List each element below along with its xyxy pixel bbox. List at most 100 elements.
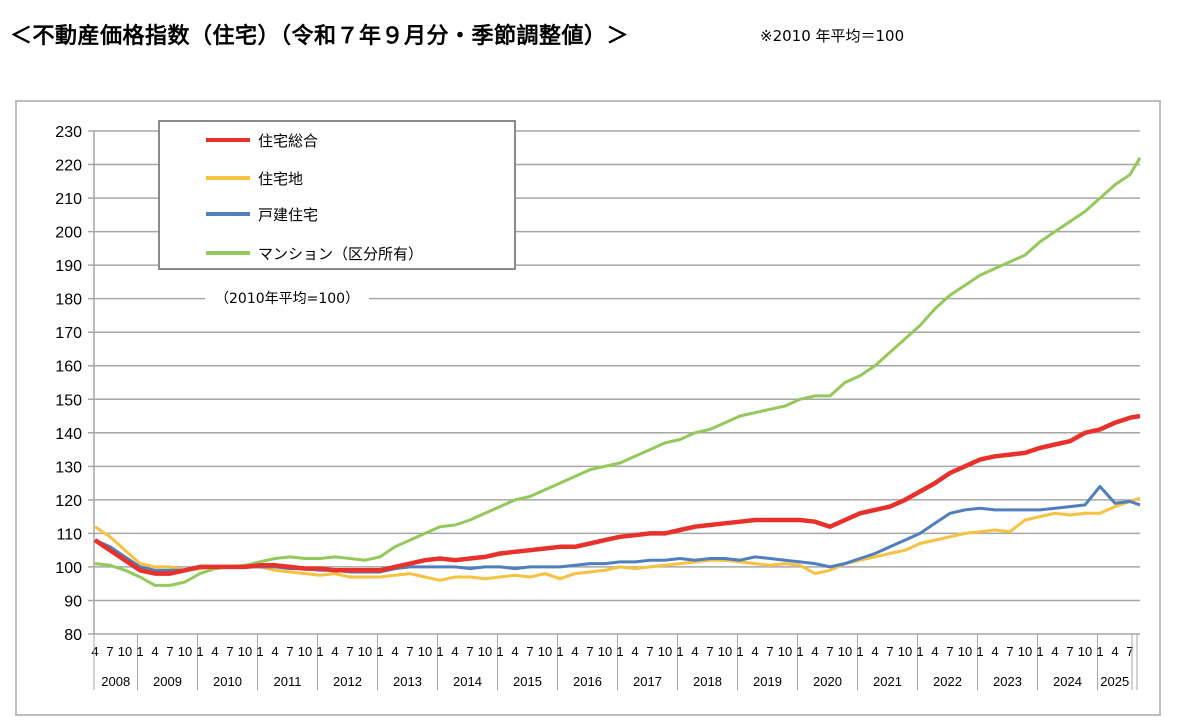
x-month-label: 1 (616, 644, 623, 659)
x-month-label: 7 (1006, 644, 1013, 659)
x-month-label: 1 (376, 644, 383, 659)
x-month-label: 4 (271, 644, 278, 659)
x-month-label: 4 (511, 644, 518, 659)
x-month-label: 10 (1078, 644, 1092, 659)
x-month-label: 1 (736, 644, 743, 659)
x-month-label: 7 (226, 644, 233, 659)
y-tick-label: 230 (55, 124, 82, 141)
x-month-label: 7 (346, 644, 353, 659)
x-month-label: 4 (871, 644, 878, 659)
chart-frame (15, 100, 1161, 716)
x-month-label: 10 (838, 644, 852, 659)
x-month-label: 7 (766, 644, 773, 659)
y-tick-label: 100 (55, 560, 82, 577)
x-month-label: 1 (916, 644, 923, 659)
x-year-label: 2018 (693, 674, 722, 689)
x-month-label: 10 (658, 644, 672, 659)
y-tick-label: 220 (55, 158, 82, 175)
x-month-label: 1 (556, 644, 563, 659)
legend-swatch-house (206, 212, 250, 216)
legend: 住宅総合 住宅地 戸建住宅 マンション（区分所有） (158, 120, 516, 270)
x-month-label: 4 (991, 644, 998, 659)
x-month-label: 1 (676, 644, 683, 659)
x-year-label: 2025 (1100, 674, 1129, 689)
legend-item-total: 住宅総合 (206, 130, 318, 150)
x-month-label: 4 (451, 644, 458, 659)
x-month-label: 1 (976, 644, 983, 659)
x-month-label: 7 (826, 644, 833, 659)
x-year-label: 2011 (274, 674, 302, 689)
x-month-label: 10 (718, 644, 732, 659)
chart-annotation: （2010年平均=100） (205, 288, 370, 308)
x-month-label: 4 (691, 644, 698, 659)
x-month-label: 1 (136, 644, 143, 659)
y-tick-label: 120 (55, 493, 82, 510)
x-month-label: 7 (1066, 644, 1073, 659)
x-month-label: 1 (316, 644, 323, 659)
x-month-label: 10 (178, 644, 192, 659)
x-year-label: 2020 (813, 674, 842, 689)
x-month-label: 4 (631, 644, 638, 659)
x-month-label: 10 (298, 644, 312, 659)
y-tick-label: 140 (55, 426, 82, 443)
x-month-label: 4 (571, 644, 578, 659)
x-month-label: 7 (946, 644, 953, 659)
x-month-label: 7 (646, 644, 653, 659)
y-tick-label: 130 (55, 459, 82, 476)
y-tick-label: 90 (64, 593, 82, 610)
y-tick-label: 150 (55, 392, 82, 409)
x-month-label: 1 (796, 644, 803, 659)
legend-item-house: 戸建住宅 (206, 204, 318, 224)
x-year-label: 2010 (213, 674, 242, 689)
legend-item-condo: マンション（区分所有） (206, 243, 423, 263)
x-month-label: 7 (166, 644, 173, 659)
x-month-label: 1 (436, 644, 443, 659)
y-tick-label: 210 (55, 191, 82, 208)
x-month-label: 10 (538, 644, 552, 659)
x-month-label: 7 (586, 644, 593, 659)
x-month-label: 7 (406, 644, 413, 659)
legend-label-land: 住宅地 (258, 169, 304, 188)
legend-swatch-total (206, 138, 250, 142)
x-year-label: 2012 (333, 674, 362, 689)
x-month-label: 10 (598, 644, 612, 659)
x-month-label: 4 (1051, 644, 1058, 659)
x-year-label: 2009 (153, 674, 182, 689)
x-month-label: 7 (106, 644, 113, 659)
x-month-label: 7 (526, 644, 533, 659)
x-month-label: 1 (1036, 644, 1043, 659)
y-tick-label: 110 (56, 526, 82, 543)
x-year-label: 2017 (633, 674, 662, 689)
x-month-label: 10 (358, 644, 372, 659)
x-year-label: 2022 (933, 674, 962, 689)
series-line-0 (93, 413, 1141, 576)
x-month-label: 4 (211, 644, 218, 659)
y-tick-label: 170 (55, 325, 82, 342)
x-year-label: 2008 (101, 674, 130, 689)
x-month-label: 1 (856, 644, 863, 659)
x-month-label: 4 (1111, 644, 1118, 659)
legend-swatch-condo (206, 251, 250, 255)
x-month-label: 1 (196, 644, 203, 659)
legend-label-house: 戸建住宅 (258, 205, 319, 224)
x-month-label: 4 (151, 644, 158, 659)
x-month-label: 4 (391, 644, 398, 659)
x-year-label: 2021 (873, 674, 902, 689)
x-month-label: 10 (238, 644, 252, 659)
x-year-label: 2023 (993, 674, 1022, 689)
x-month-label: 10 (1018, 644, 1032, 659)
x-month-label: 1 (1096, 644, 1103, 659)
x-month-label: 7 (706, 644, 713, 659)
x-month-label: 7 (286, 644, 293, 659)
x-year-label: 2019 (753, 674, 782, 689)
series-line-3 (94, 157, 1142, 587)
legend-label-total: 住宅総合 (258, 131, 319, 150)
x-month-label: 4 (91, 644, 98, 659)
x-month-label: 10 (418, 644, 432, 659)
y-tick-label: 80 (64, 627, 82, 644)
x-year-label: 2024 (1053, 674, 1082, 689)
x-year-label: 2013 (393, 674, 422, 689)
legend-label-condo: マンション（区分所有） (258, 244, 424, 263)
